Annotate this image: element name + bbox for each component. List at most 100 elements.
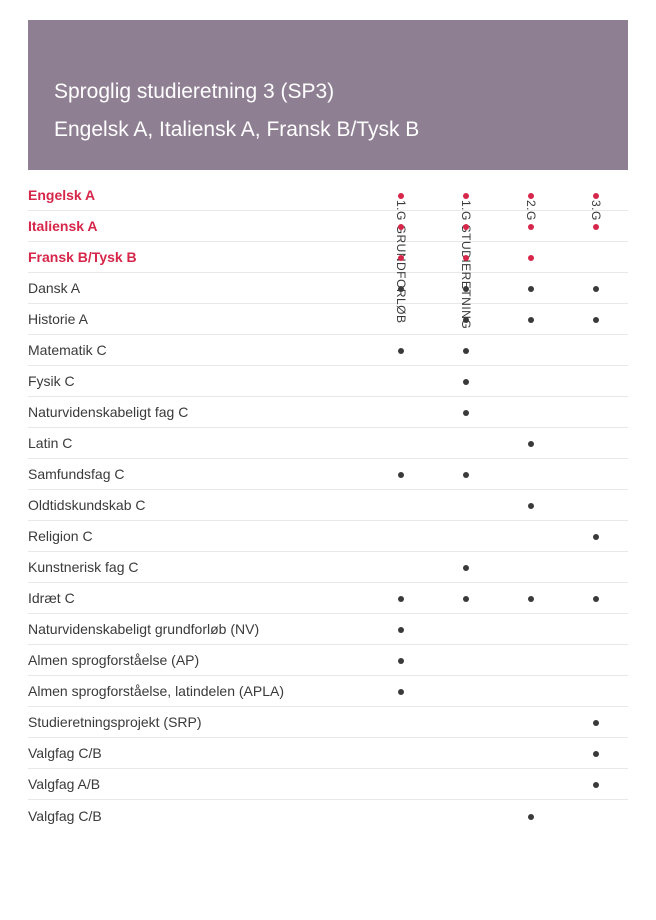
table-row: Oldtidskundskab C xyxy=(28,490,628,521)
subject-name: Dansk A xyxy=(28,274,368,302)
table-row: Naturvidenskabeligt fag C xyxy=(28,397,628,428)
table-cell xyxy=(563,807,628,825)
row-dots xyxy=(368,465,628,483)
table-cell xyxy=(368,217,433,235)
table-cell xyxy=(498,217,563,235)
subject-name: Fysik C xyxy=(28,367,368,395)
table-row: Valgfag A/B xyxy=(28,769,628,800)
subject-name: Valgfag C/B xyxy=(28,802,368,830)
red-dot-icon xyxy=(398,193,404,199)
subject-name: Latin C xyxy=(28,429,368,457)
table-cell xyxy=(433,217,498,235)
row-dots xyxy=(368,403,628,421)
table-cell xyxy=(433,807,498,825)
red-dot-icon xyxy=(528,224,534,230)
table-row: Naturvidenskabeligt grundforløb (NV) xyxy=(28,614,628,645)
table-cell xyxy=(368,713,433,731)
table-cell xyxy=(368,775,433,793)
table-cell xyxy=(433,341,498,359)
table-cell xyxy=(498,403,563,421)
table-row: Kunstnerisk fag C xyxy=(28,552,628,583)
table-cell xyxy=(498,465,563,483)
table-cell xyxy=(498,372,563,390)
table-cell xyxy=(498,744,563,762)
table-row: Almen sprogforståelse, latindelen (APLA) xyxy=(28,676,628,707)
table-cell xyxy=(498,248,563,266)
table-cell xyxy=(563,341,628,359)
row-dots xyxy=(368,713,628,731)
table-cell xyxy=(368,186,433,204)
black-dot-icon xyxy=(528,503,534,509)
subject-name: Engelsk A xyxy=(28,181,368,209)
header-banner: Sproglig studieretning 3 (SP3) Engelsk A… xyxy=(28,20,628,170)
subject-name: Valgfag A/B xyxy=(28,770,368,798)
black-dot-icon xyxy=(463,286,469,292)
subject-name: Idræt C xyxy=(28,584,368,612)
table-row: Idræt C xyxy=(28,583,628,614)
subject-name: Almen sprogforståelse, latindelen (APLA) xyxy=(28,677,368,705)
table-cell xyxy=(498,496,563,514)
black-dot-icon xyxy=(593,720,599,726)
table-cell xyxy=(433,279,498,297)
black-dot-icon xyxy=(593,534,599,540)
red-dot-icon xyxy=(463,255,469,261)
table-cell xyxy=(433,527,498,545)
table-cell xyxy=(368,465,433,483)
table-cell xyxy=(433,775,498,793)
black-dot-icon xyxy=(398,348,404,354)
table-cell xyxy=(563,217,628,235)
table-cell xyxy=(498,775,563,793)
black-dot-icon xyxy=(463,348,469,354)
table-cell xyxy=(563,713,628,731)
table-row: Valgfag C/B xyxy=(28,800,628,831)
table-cell xyxy=(433,682,498,700)
row-dots xyxy=(368,527,628,545)
subject-name: Samfundsfag C xyxy=(28,460,368,488)
table-row: Historie A xyxy=(28,304,628,335)
black-dot-icon xyxy=(593,286,599,292)
row-dots xyxy=(368,651,628,669)
table-cell xyxy=(368,527,433,545)
row-dots xyxy=(368,775,628,793)
row-dots xyxy=(368,279,628,297)
subject-name: Oldtidskundskab C xyxy=(28,491,368,519)
table-cell xyxy=(433,186,498,204)
table-cell xyxy=(368,558,433,576)
black-dot-icon xyxy=(593,596,599,602)
table-cell xyxy=(498,620,563,638)
table-cell xyxy=(563,775,628,793)
row-dots xyxy=(368,496,628,514)
table-cell xyxy=(563,403,628,421)
table-cell xyxy=(433,651,498,669)
table-cell xyxy=(368,248,433,266)
page-subtitle: Engelsk A, Italiensk A, Fransk B/Tysk B xyxy=(54,118,602,142)
table-cell xyxy=(563,434,628,452)
table-cell xyxy=(563,372,628,390)
table-cell xyxy=(563,620,628,638)
table-cell xyxy=(368,651,433,669)
table-cell xyxy=(563,744,628,762)
subject-name: Historie A xyxy=(28,305,368,333)
black-dot-icon xyxy=(398,689,404,695)
black-dot-icon xyxy=(593,782,599,788)
table-cell xyxy=(563,651,628,669)
subject-name: Fransk B/Tysk B xyxy=(28,243,368,271)
table-cell xyxy=(433,372,498,390)
table-cell xyxy=(433,248,498,266)
row-dots xyxy=(368,341,628,359)
table-cell xyxy=(433,465,498,483)
subject-name: Naturvidenskabeligt fag C xyxy=(28,398,368,426)
table-cell xyxy=(433,589,498,607)
table-row: Religion C xyxy=(28,521,628,552)
black-dot-icon xyxy=(463,379,469,385)
table-cell xyxy=(498,434,563,452)
row-dots xyxy=(368,682,628,700)
black-dot-icon xyxy=(463,565,469,571)
black-dot-icon xyxy=(398,658,404,664)
subject-name: Naturvidenskabeligt grundforløb (NV) xyxy=(28,615,368,643)
table-row: Valgfag C/B xyxy=(28,738,628,769)
table-row: Italiensk A xyxy=(28,211,628,242)
row-dots xyxy=(368,620,628,638)
table-row: Fysik C xyxy=(28,366,628,397)
table-cell xyxy=(368,807,433,825)
